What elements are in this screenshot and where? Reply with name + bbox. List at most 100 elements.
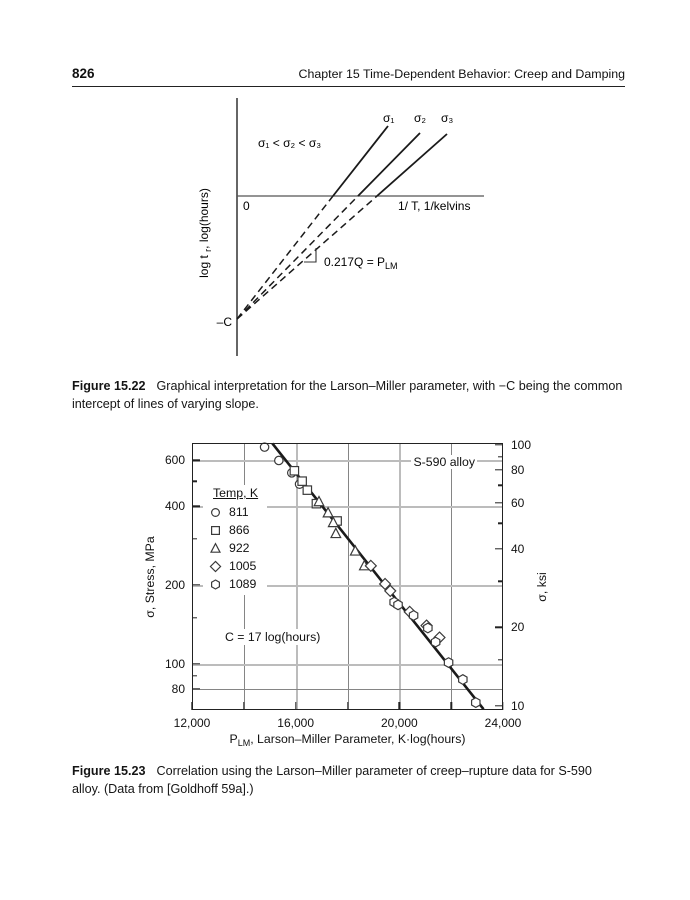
legend-entry-1005: 1005: [205, 557, 258, 575]
sigma3-label: σ₃: [441, 111, 453, 125]
sigma-inequality-label: σ₁ < σ₂ < σ₃: [258, 136, 321, 150]
square-icon: [208, 524, 223, 537]
right-axis-tick: [495, 626, 503, 628]
hexagon-marker: [423, 622, 433, 634]
left-axis-tick: [192, 459, 200, 462]
triangle-marker: [322, 506, 334, 518]
bottom-axis-tick-label: 24,000: [484, 716, 522, 730]
triangle-icon: [208, 541, 223, 555]
hexagon-marker: [393, 599, 403, 611]
right-axis-tick: [495, 469, 503, 471]
hexagon-marker: [408, 609, 419, 622]
bottom-axis-tick-label: 12,000: [173, 716, 211, 730]
bottom-axis-tick: [502, 702, 504, 710]
legend-entry-811: 811: [205, 503, 258, 521]
stress-lines: [332, 125, 448, 197]
creep-rupture-chart: 600 400 200 100 80 100 80 60 40 20 10 12,000 16,000 2…: [143, 438, 549, 748]
dashed-extrapolations: [236, 195, 378, 320]
square-marker: [289, 465, 300, 476]
legend-label: 1005: [229, 559, 257, 573]
chapter-running-head: Chapter 15 Time-Dependent Behavior: Cree…: [298, 67, 625, 81]
diamond-icon: [208, 560, 223, 573]
right-axis-tick-label: 20: [511, 620, 525, 635]
legend-label: 866: [229, 523, 250, 537]
right-axis-minor-tick: [498, 484, 503, 486]
circle-marker: [259, 442, 270, 452]
diamond-marker: [364, 559, 378, 573]
triangle-marker: [313, 495, 325, 507]
bottom-axis-tick: [191, 702, 193, 710]
bottom-axis-tick-label: 16,000: [277, 716, 315, 730]
circle-icon: [208, 506, 223, 519]
legend-entry-1089: 1089: [205, 575, 258, 593]
x-axis-label: 1/ T, 1/kelvins: [398, 199, 470, 213]
chart-title: S-590 alloy: [411, 455, 477, 469]
right-axis-minor-tick: [498, 522, 503, 525]
series-1089: [389, 596, 481, 709]
legend-title: Temp, K: [213, 486, 259, 500]
left-axis-tick-label: 600: [164, 453, 185, 468]
right-axis-tick: [495, 705, 503, 707]
figure-15-22-schematic: σ₁ σ₂ σ₃ σ₁ < σ₂ < σ₃ 0 1/ T, 1/kelvins …: [197, 98, 484, 356]
right-axis-minor-tick: [498, 659, 503, 661]
hexagon-icon: [208, 578, 223, 591]
chart-data-layer: [259, 442, 485, 710]
series-811: [259, 442, 305, 489]
bottom-axis-tick-label: 20,000: [380, 716, 418, 730]
left-axis-tick: [192, 688, 200, 690]
page-number: 826: [72, 66, 95, 81]
figure-15-23-caption-label: Figure 15.23: [72, 764, 146, 778]
legend-label: 811: [229, 505, 249, 519]
right-axis-tick: [495, 547, 503, 550]
sigma1-label: σ₁: [383, 111, 394, 125]
circle-marker: [210, 507, 221, 517]
intercept-label: –C: [217, 315, 233, 329]
triangle-marker: [349, 544, 362, 556]
right-axis-tick-label: 60: [511, 495, 525, 510]
right-axis-tick-label: 10: [511, 698, 525, 713]
left-axis-tick: [192, 505, 200, 508]
legend-entry-922: 922: [205, 539, 258, 557]
gridline-vertical: [347, 443, 349, 710]
gridline-horizontal: [192, 689, 503, 691]
figure-15-23-caption: Figure 15.23 Correlation using the Larson…: [72, 763, 620, 798]
left-axis-tick: [192, 663, 200, 665]
y-axis-label: log t r, log(hours): [197, 188, 213, 278]
right-axis-minor-tick: [498, 455, 503, 458]
triangle-marker: [210, 541, 221, 553]
left-axis-tick-label: 200: [164, 578, 185, 593]
hexagon-marker: [430, 636, 441, 648]
right-axis-minor-tick: [498, 580, 503, 582]
figure-15-22-caption: Figure 15.22 Graphical interpretation for…: [72, 378, 628, 413]
bottom-axis-minor-tick: [450, 702, 452, 710]
right-axis-tick: [495, 501, 503, 504]
left-axis-tick-label: 100: [164, 656, 185, 671]
left-axis-minor-tick: [192, 538, 197, 540]
figure-15-22-caption-text: Graphical interpretation for the Larson–…: [72, 379, 623, 411]
square-marker: [297, 476, 307, 486]
left-axis-tick: [192, 584, 200, 586]
right-axis-title: σ, ksi: [535, 572, 549, 602]
left-axis-minor-tick: [192, 480, 197, 482]
left-axis-minor-tick: [192, 617, 197, 619]
series-1005: [364, 559, 446, 644]
left-axis-tick-label: 80: [171, 682, 185, 697]
diamond-marker: [383, 584, 397, 598]
series-866: [289, 465, 342, 526]
bottom-axis-tick: [398, 702, 401, 710]
left-axis-minor-tick: [192, 674, 197, 677]
square-marker: [210, 525, 221, 535]
right-axis-tick-label: 40: [511, 541, 525, 556]
triangle-marker: [330, 527, 342, 539]
right-axis-tick: [495, 444, 503, 446]
square-marker: [302, 485, 313, 495]
gridline-horizontal: [192, 506, 503, 509]
chart-legend: Temp, K 811 866 922 1005 1089: [203, 485, 268, 595]
slope-equation-label: 0.217Q = PLM: [324, 255, 398, 271]
left-axis-title: σ, Stress, MPa: [143, 535, 157, 618]
gridline-vertical: [399, 443, 402, 710]
legend-entry-866: 866: [205, 521, 258, 539]
creep-chart-plot: 600 400 200 100 80 100 80 60 40 20 10 12,000 16,000 2…: [165, 438, 531, 730]
origin-label: 0: [243, 199, 250, 213]
